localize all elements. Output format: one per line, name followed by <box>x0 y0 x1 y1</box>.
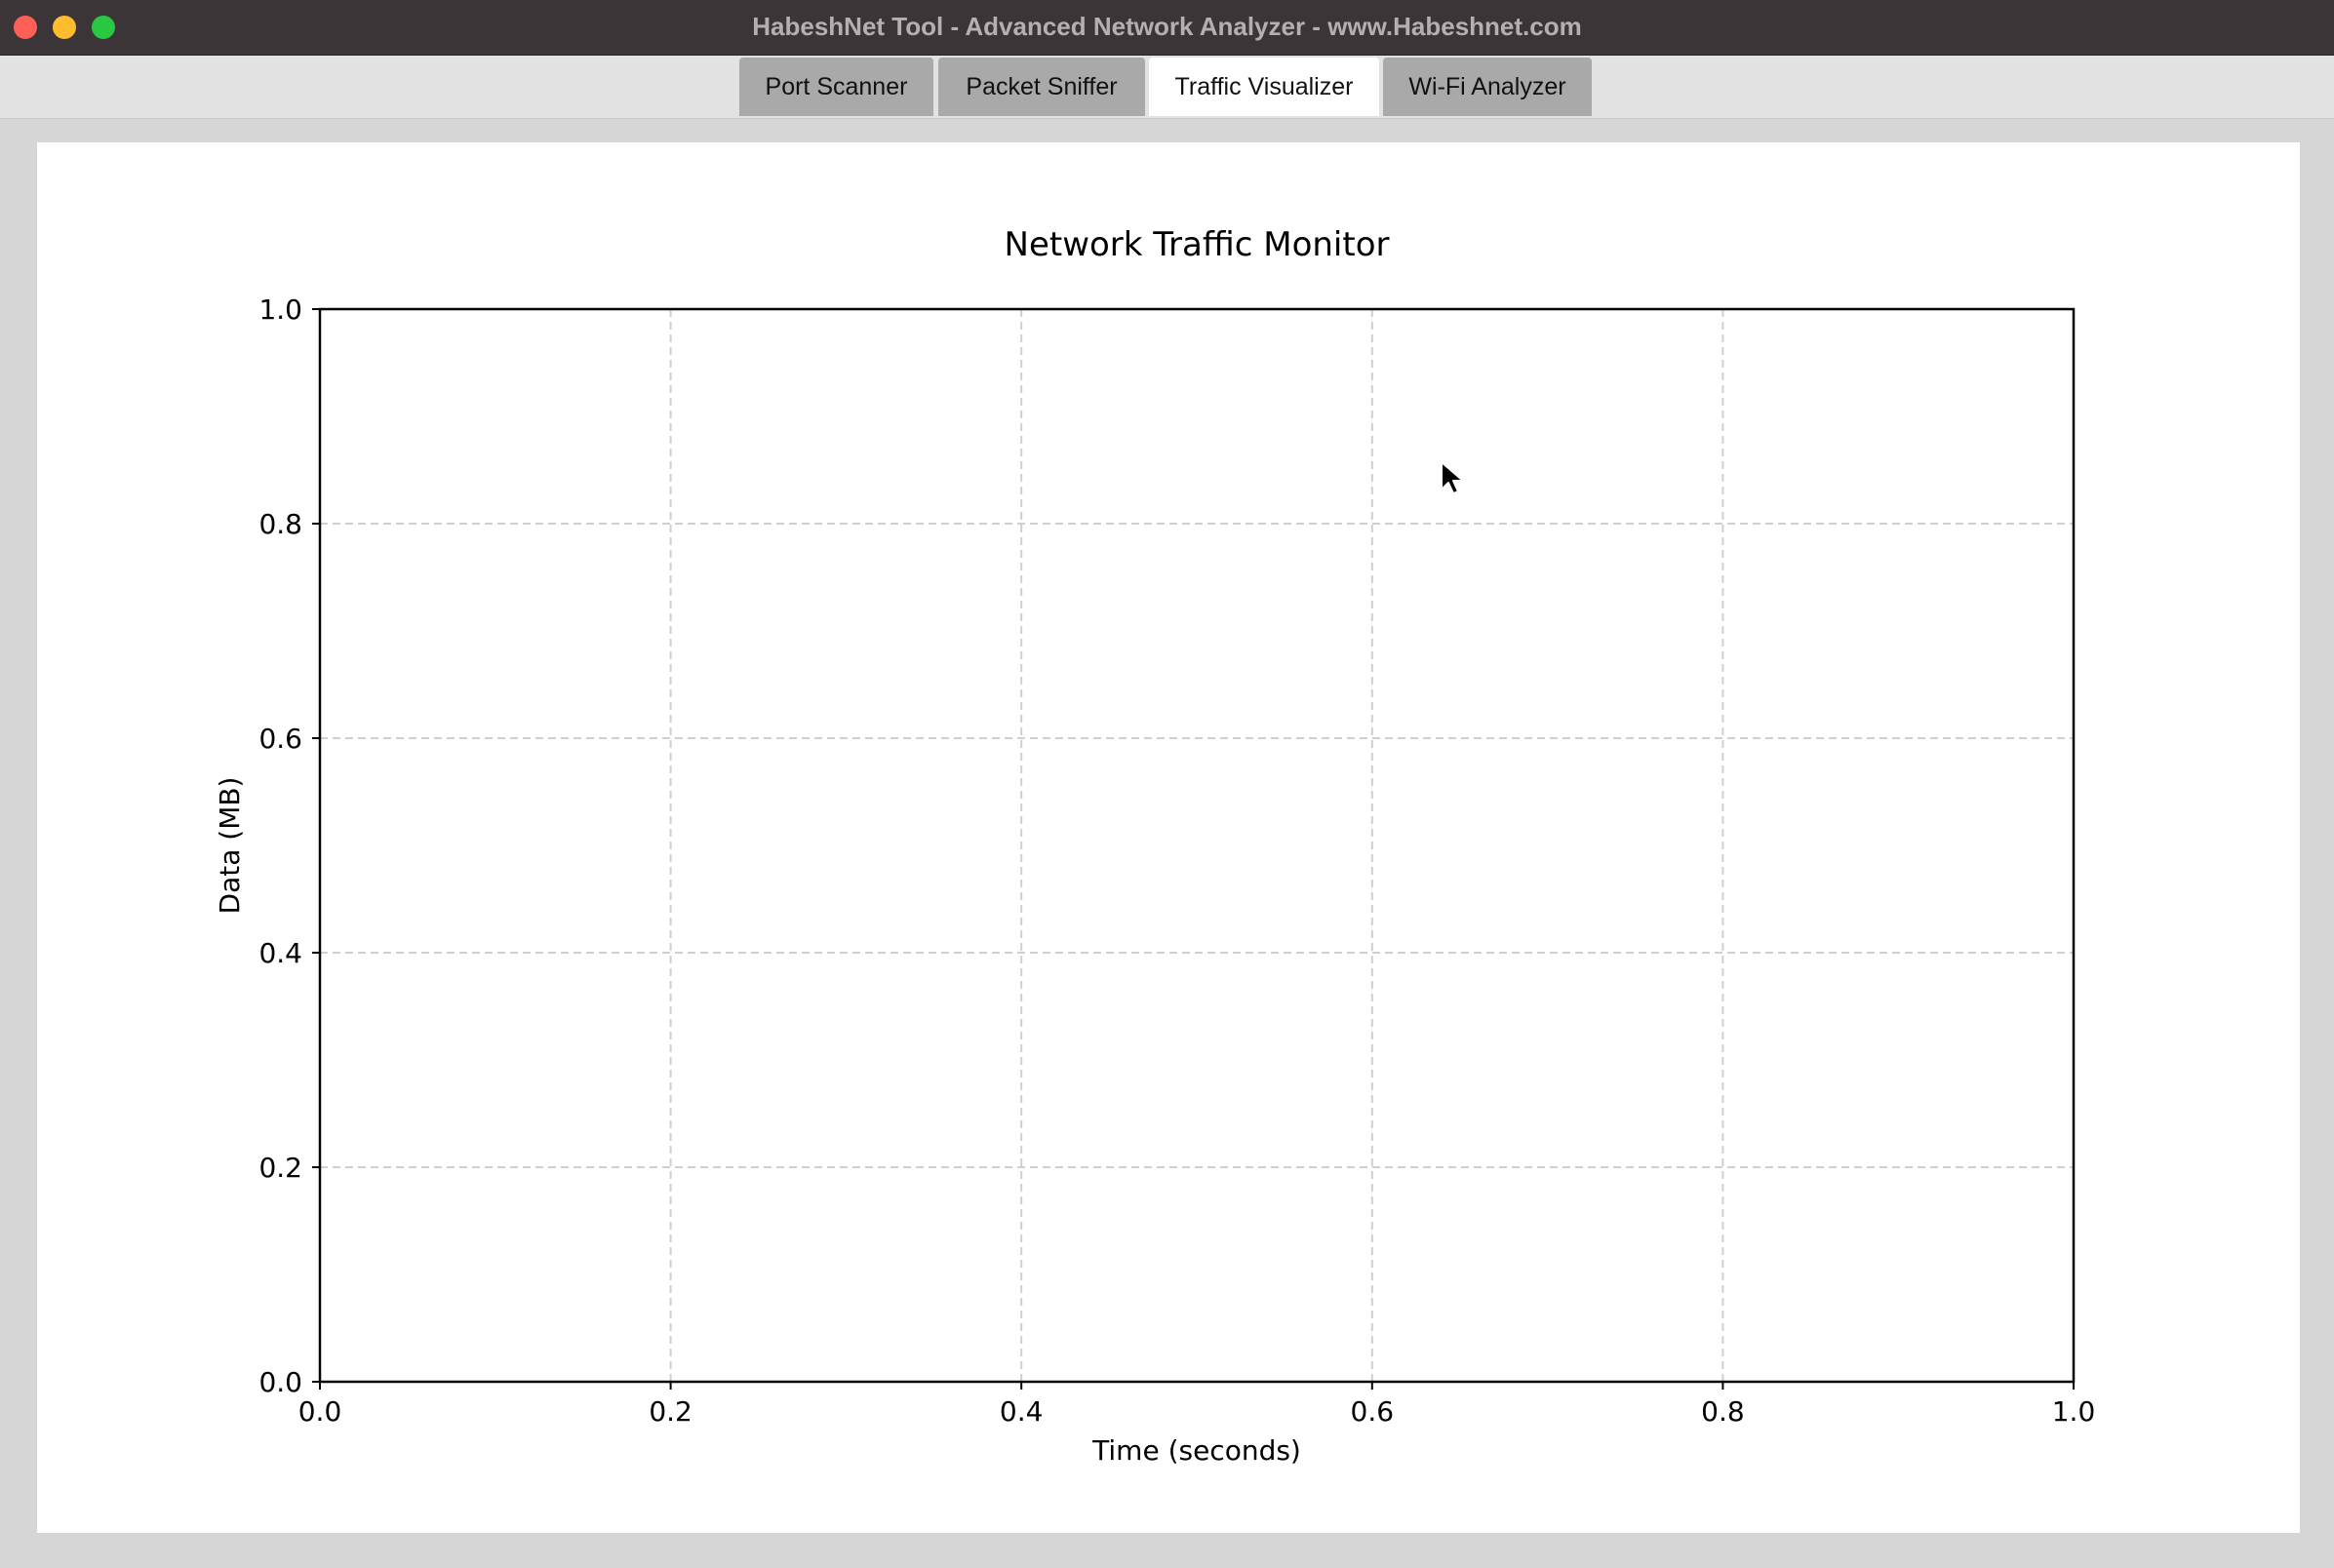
tab-packet-sniffer[interactable]: Packet Sniffer <box>938 58 1145 116</box>
x-tick-label: 0.6 <box>1351 1395 1395 1428</box>
y-tick-label: 0.2 <box>258 1152 302 1184</box>
y-tick-label: 0.6 <box>258 723 302 755</box>
plot-area <box>318 307 2076 1384</box>
traffic-visualizer-panel: Network Traffic Monitor 0.0 0.2 0.4 0.6 0.8 1… <box>37 142 2300 1533</box>
y-axis-label: Data (MB) <box>214 777 246 915</box>
x-tick-label: 0.0 <box>298 1395 342 1428</box>
title-bar: HabeshNet Tool - Advanced Network Analyz… <box>0 0 2334 56</box>
tab-bar: Port Scanner Packet Sniffer Traffic Visu… <box>0 56 2334 119</box>
x-tick-label: 1.0 <box>2052 1395 2096 1428</box>
x-tick-label: 0.8 <box>1701 1395 1745 1428</box>
y-tick-label: 1.0 <box>258 294 302 326</box>
chart-grid <box>320 309 2074 1382</box>
tab-port-scanner[interactable]: Port Scanner <box>739 58 933 116</box>
y-tick-label: 0.4 <box>258 937 302 969</box>
x-axis: 0.0 0.2 0.4 0.6 0.8 1.0 <box>298 1382 2096 1428</box>
chart-title: Network Traffic Monitor <box>1005 225 1390 264</box>
mouse-pointer-icon <box>1441 461 1464 494</box>
tab-wifi-analyzer[interactable]: Wi-Fi Analyzer <box>1383 58 1592 116</box>
close-window-button[interactable] <box>14 16 37 39</box>
y-axis: 0.0 0.2 0.4 0.6 0.8 1.0 <box>258 294 320 1398</box>
y-tick-label: 0.8 <box>258 508 302 540</box>
minimize-window-button[interactable] <box>53 16 76 39</box>
x-tick-label: 0.4 <box>1000 1395 1044 1428</box>
window-title: HabeshNet Tool - Advanced Network Analyz… <box>752 12 1582 41</box>
x-tick-label: 0.2 <box>649 1395 692 1428</box>
tab-traffic-visualizer[interactable]: Traffic Visualizer <box>1149 58 1379 116</box>
x-axis-label: Time (seconds) <box>1091 1434 1301 1467</box>
y-tick-label: 0.0 <box>258 1366 302 1398</box>
zoom-window-button[interactable] <box>92 16 115 39</box>
traffic-chart: Network Traffic Monitor 0.0 0.2 0.4 0.6 0.8 1… <box>214 225 2096 1467</box>
